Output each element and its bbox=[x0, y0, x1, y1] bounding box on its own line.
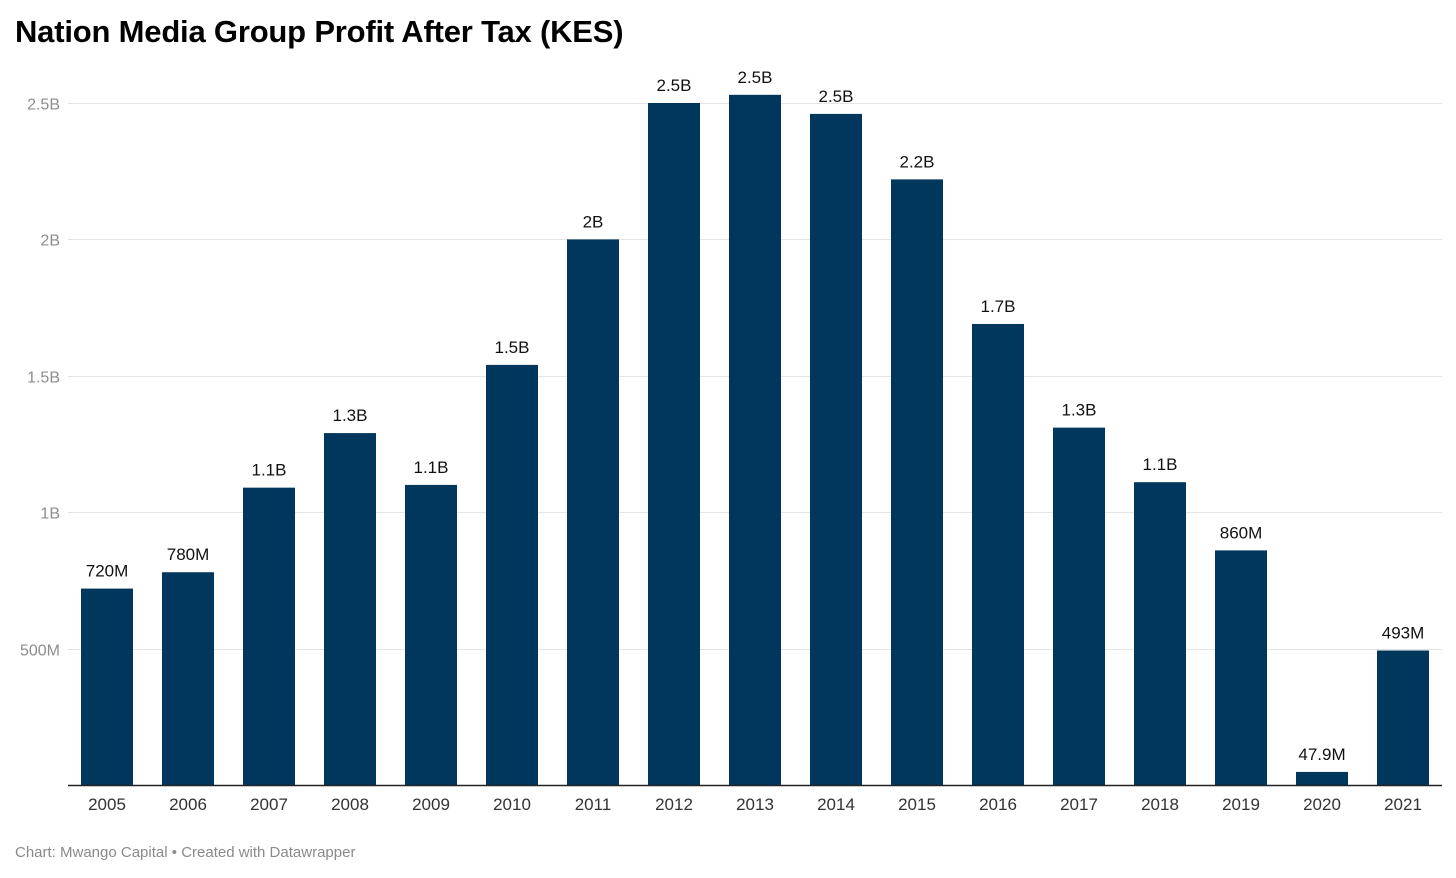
x-tick-label: 2007 bbox=[250, 795, 288, 814]
bar-value-label: 47.9M bbox=[1298, 745, 1345, 764]
bars bbox=[81, 94, 1429, 786]
bar-value-label: 780M bbox=[167, 545, 210, 564]
bar bbox=[648, 103, 700, 785]
x-tick-label: 2009 bbox=[412, 795, 450, 814]
tool-credit: Created with Datawrapper bbox=[181, 844, 356, 861]
bar-value-label: 2B bbox=[583, 212, 604, 231]
x-tick-label: 2010 bbox=[493, 795, 531, 814]
bar-value-label: 493M bbox=[1382, 624, 1425, 643]
bar bbox=[891, 179, 943, 785]
x-tick-label: 2011 bbox=[575, 795, 612, 814]
bar bbox=[324, 433, 376, 785]
bar-value-label: 2.5B bbox=[819, 87, 854, 106]
bar bbox=[486, 364, 538, 785]
x-tick-label: 2017 bbox=[1060, 795, 1098, 814]
bar-value-label: 2.5B bbox=[738, 68, 773, 87]
x-tick-label: 2016 bbox=[979, 795, 1017, 814]
bar-value-label: 2.2B bbox=[900, 152, 935, 171]
x-axis-ticks: 2005 2006 2007 2008 2009 2010 2011 2012 2013 2014… bbox=[88, 795, 1422, 814]
bar bbox=[1377, 650, 1429, 785]
bar-value-label: 1.1B bbox=[252, 461, 287, 480]
bar-value-label: 1.1B bbox=[414, 458, 449, 477]
y-tick-label: 2.5B bbox=[27, 97, 60, 114]
bar-value-label: 2.5B bbox=[657, 76, 692, 95]
bar bbox=[243, 487, 295, 785]
bar bbox=[567, 239, 619, 785]
x-tick-label: 2018 bbox=[1141, 795, 1179, 814]
x-tick-label: 2005 bbox=[88, 795, 126, 814]
bar bbox=[1296, 771, 1348, 785]
y-tick-label: 1B bbox=[40, 506, 60, 523]
bar-value-label: 1.3B bbox=[333, 406, 368, 425]
bar bbox=[810, 113, 862, 786]
x-tick-label: 2008 bbox=[331, 795, 369, 814]
bar bbox=[81, 588, 133, 785]
bar bbox=[729, 94, 781, 786]
x-tick-label: 2020 bbox=[1303, 795, 1341, 814]
x-tick-label: 2015 bbox=[898, 795, 936, 814]
bar bbox=[972, 323, 1024, 785]
x-tick-label: 2012 bbox=[655, 795, 693, 814]
x-tick-label: 2021 bbox=[1384, 795, 1422, 814]
source-credit: Chart: Mwango Capital bbox=[15, 844, 168, 861]
bar-value-label: 1.1B bbox=[1143, 455, 1178, 474]
y-tick-label: 2B bbox=[40, 233, 60, 250]
bar bbox=[1215, 550, 1267, 785]
chart-title: Nation Media Group Profit After Tax (KES… bbox=[15, 14, 624, 49]
bar bbox=[405, 484, 457, 785]
x-tick-label: 2013 bbox=[736, 795, 774, 814]
bar bbox=[1134, 482, 1186, 785]
y-tick-label: 500M bbox=[20, 643, 60, 660]
bar bbox=[162, 572, 214, 785]
bar bbox=[1053, 427, 1105, 785]
bar-value-label: 860M bbox=[1220, 523, 1263, 542]
bar-value-label: 1.7B bbox=[981, 297, 1016, 316]
y-tick-label: 1.5B bbox=[27, 370, 60, 387]
bar-value-label: 720M bbox=[86, 562, 129, 581]
bar-value-label: 1.3B bbox=[1062, 401, 1097, 420]
bar-value-label: 1.5B bbox=[495, 338, 530, 357]
footer-separator: • bbox=[171, 844, 178, 861]
x-tick-label: 2014 bbox=[817, 795, 855, 814]
data-labels: 720M 780M 1.1B 1.3B 1.1B 1.5B 2B 2.5B 2.5B 2.5B 2.… bbox=[86, 68, 1425, 764]
x-tick-label: 2006 bbox=[169, 795, 207, 814]
y-axis-ticks: 500M 1B 1.5B 2B 2.5B bbox=[20, 97, 60, 660]
chart-footer: Chart: Mwango Capital • Created with Dat… bbox=[15, 844, 355, 861]
x-tick-label: 2019 bbox=[1222, 795, 1260, 814]
